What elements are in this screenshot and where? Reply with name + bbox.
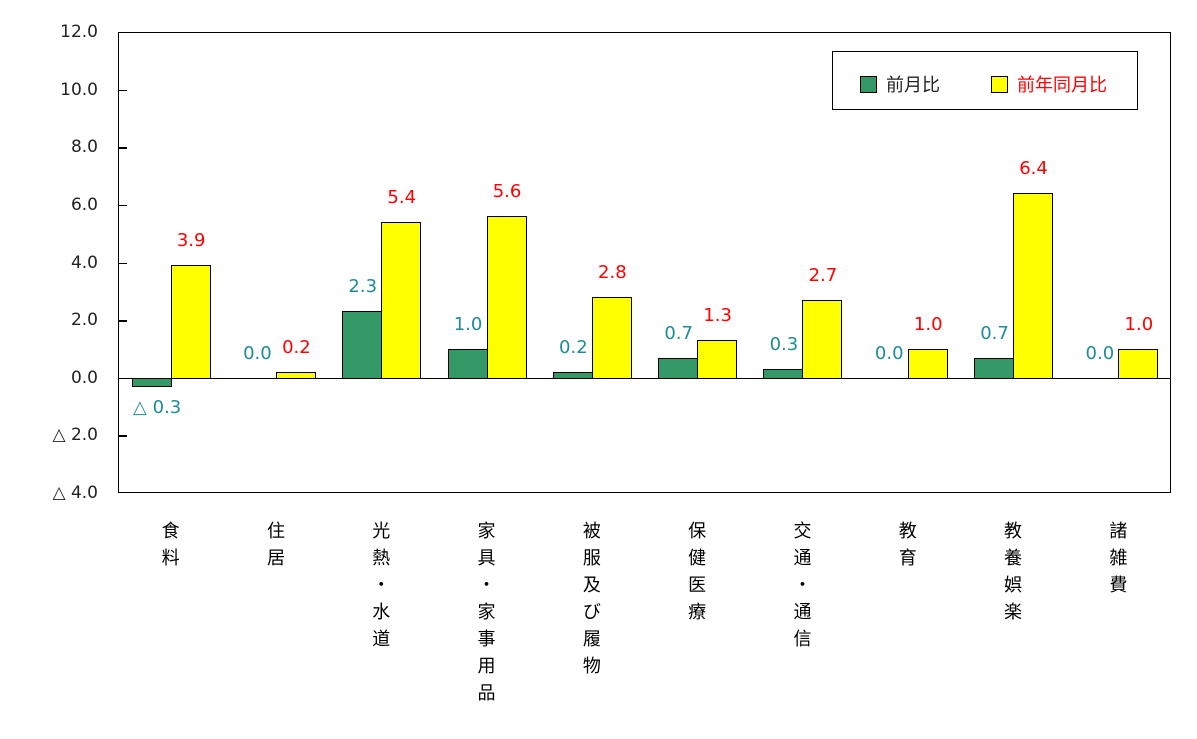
value-label-mom: 2.3 (348, 276, 378, 298)
y-tick-label: △ 2.0 (52, 425, 98, 446)
bar-yoy (486, 216, 527, 379)
bar-mom (131, 377, 172, 388)
x-category-label: 食料 (161, 521, 180, 569)
value-label-yoy: 2.8 (598, 262, 627, 284)
value-label-yoy: 3.9 (176, 230, 206, 252)
bar-mom (658, 357, 699, 379)
value-label-mom: 0.7 (980, 322, 1009, 344)
legend-swatch-yellow (991, 75, 1008, 93)
value-label-mom: 0.0 (243, 342, 272, 364)
bar-mom (447, 348, 488, 379)
value-label-yoy: 2.7 (808, 264, 838, 286)
y-tick-mark (119, 147, 127, 149)
bar-mom (552, 371, 593, 379)
bar-yoy (1118, 348, 1159, 379)
value-label-mom: 1.0 (453, 313, 483, 335)
legend-item-yoy: 前年同月比 (991, 71, 1107, 97)
value-label-mom: 0.7 (664, 322, 693, 344)
y-tick-label: 10.0 (60, 79, 98, 100)
y-tick-label: 8.0 (70, 137, 98, 158)
legend: 前月比 前年同月比 (832, 51, 1138, 110)
value-label-yoy: 1.0 (913, 313, 943, 335)
bar-yoy (170, 265, 211, 379)
x-category-label: 教育 (898, 521, 917, 569)
value-label-yoy: 6.4 (1019, 158, 1048, 180)
x-category-label: 光熱・水道 (372, 521, 391, 650)
y-tick-mark (119, 320, 127, 322)
x-category-label: 教養娯楽 (1004, 521, 1023, 623)
x-category-label: 保健医療 (688, 521, 707, 623)
value-label-mom: 0.2 (559, 336, 588, 358)
y-tick-label: 6.0 (70, 194, 98, 215)
y-tick-label: 2.0 (70, 310, 98, 331)
bar-yoy (591, 297, 632, 379)
x-category-label: 住居 (266, 521, 285, 569)
value-label-mom: 0.0 (1085, 342, 1115, 364)
legend-swatch-green (860, 75, 877, 93)
value-label-yoy: 1.3 (703, 305, 732, 327)
y-tick-mark (119, 435, 127, 437)
value-label-yoy: 5.4 (387, 187, 417, 209)
bar-yoy (697, 340, 738, 379)
y-tick-label: 4.0 (70, 252, 98, 273)
y-tick-mark (119, 89, 127, 92)
value-label-mom: 0.3 (769, 334, 799, 356)
x-category-label: 被服及び履物 (582, 521, 601, 677)
bar-mom (763, 369, 804, 379)
y-tick-mark (119, 262, 127, 264)
legend-label: 前月比 (886, 75, 940, 96)
value-label-yoy: 0.2 (282, 336, 311, 358)
zero-line (119, 377, 1170, 380)
bar-yoy (907, 348, 948, 379)
value-label-yoy: 5.6 (492, 181, 522, 203)
bar-yoy (1013, 193, 1054, 379)
bar-yoy (381, 222, 422, 379)
y-tick-label: △ 4.0 (52, 483, 98, 503)
value-label-yoy: 1.0 (1124, 313, 1154, 335)
x-category-label: 諸雑費 (1109, 521, 1128, 596)
bar-yoy (802, 299, 843, 379)
y-tick-label: 12.0 (60, 22, 98, 42)
legend-label: 前年同月比 (1017, 75, 1107, 96)
bar-mom (974, 357, 1015, 379)
value-label-mom: △ 0.3 (133, 397, 182, 419)
y-tick-mark (119, 204, 127, 207)
value-label-mom: 0.0 (874, 342, 904, 364)
x-category-label: 家具・家事用品 (477, 521, 496, 704)
x-category-label: 交通・通信 (793, 521, 812, 650)
y-tick-label: 0.0 (70, 367, 98, 388)
bar-mom (342, 311, 383, 379)
bar-yoy (275, 371, 316, 379)
legend-item-mom: 前月比 (860, 71, 940, 97)
plot-area: △ 0.3 0.0 2.3 1.0 0.2 0.7 0.3 0.0 0.7 0.0 3.9 0.2 5.… (118, 32, 1171, 493)
